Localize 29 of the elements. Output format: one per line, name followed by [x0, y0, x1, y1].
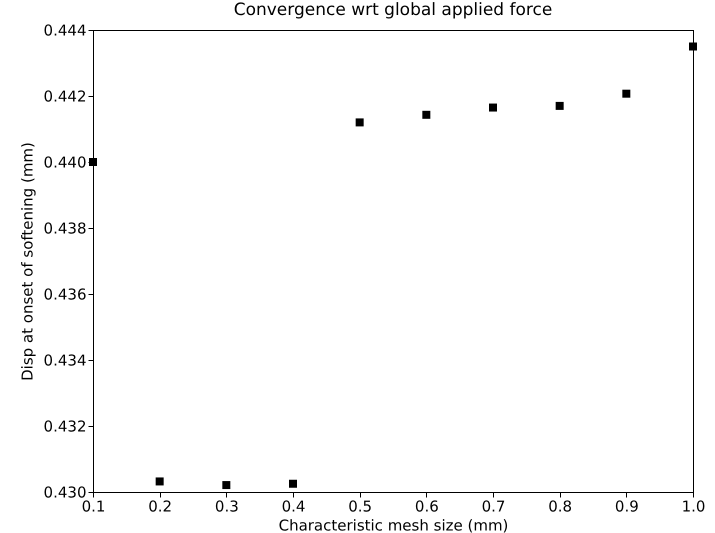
point	[556, 102, 564, 110]
y-tick-label: 0.438	[44, 220, 86, 238]
x-tick-label: 0.3	[214, 498, 239, 516]
point	[89, 158, 97, 166]
x-tick-label: 1.0	[682, 498, 706, 516]
x-tick-label: 0.6	[414, 498, 439, 516]
y-tick-label: 0.442	[44, 88, 86, 106]
point	[156, 477, 164, 486]
point	[689, 42, 697, 50]
x-tick-label: 0.5	[348, 498, 372, 516]
y-tick-label: 0.434	[44, 352, 86, 370]
x-tick-label: 0.8	[548, 498, 572, 516]
point	[422, 110, 430, 119]
point	[356, 118, 364, 126]
point	[489, 104, 497, 112]
point	[289, 480, 297, 488]
point	[622, 90, 630, 98]
y-tick-label: 0.436	[44, 286, 86, 304]
x-axis-title: Characteristic mesh size (mm)	[278, 516, 508, 533]
x-tick-label: 0.2	[148, 498, 172, 516]
point	[222, 481, 230, 490]
x-tick-label: 0.4	[282, 498, 306, 516]
x-tick-label: 0.7	[482, 498, 506, 516]
y-tick-label: 0.440	[44, 154, 86, 172]
y-tick-label: 0.432	[44, 418, 86, 436]
y-axis-title: Disp at onset of softening (mm)	[18, 142, 37, 381]
y-tick-label: 0.444	[44, 22, 86, 40]
chart-title: Convergence wrt global applied force	[234, 0, 552, 20]
x-tick-label: 0.9	[614, 498, 639, 516]
